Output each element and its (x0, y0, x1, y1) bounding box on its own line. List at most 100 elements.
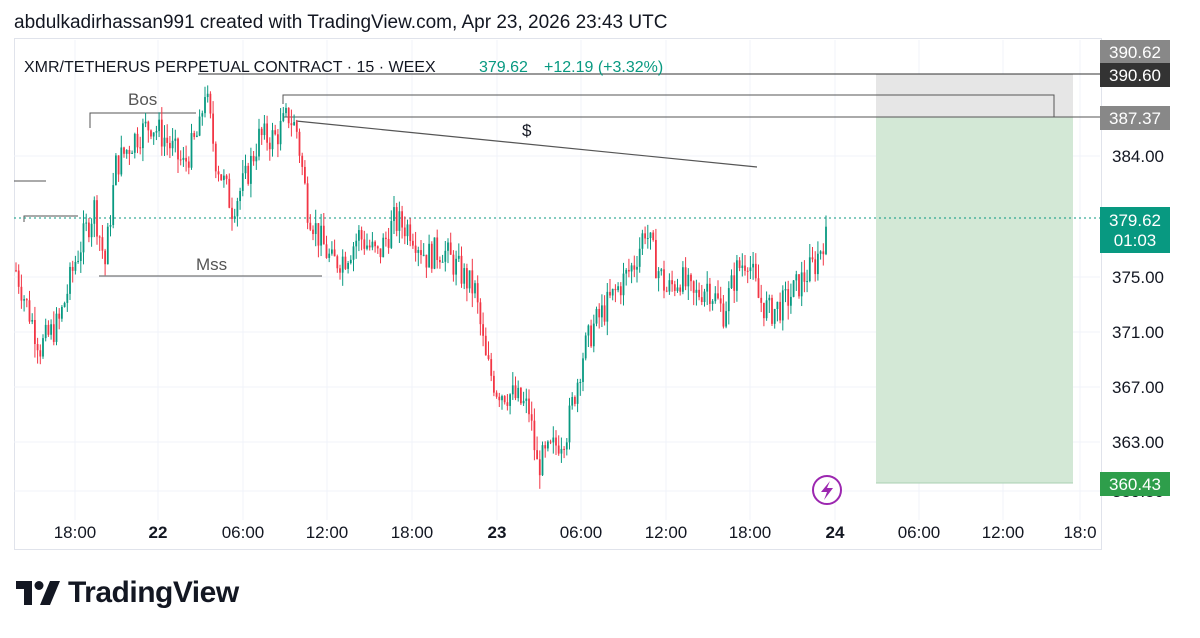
candle (128, 145, 131, 165)
candle (379, 248, 382, 264)
candle (339, 264, 341, 280)
candle (390, 210, 393, 250)
candle (757, 264, 760, 299)
candle (241, 160, 244, 197)
candle (17, 264, 20, 294)
candle (676, 278, 679, 293)
candle (258, 118, 260, 161)
candle (784, 281, 787, 303)
candle (606, 283, 609, 336)
candle (414, 231, 417, 262)
flash-icon[interactable] (812, 475, 842, 505)
candle (808, 243, 811, 283)
brand-name: TradingView (68, 576, 239, 609)
candle (579, 378, 582, 396)
candle (476, 275, 479, 314)
candle (155, 125, 158, 141)
candle (36, 337, 39, 364)
candle (88, 218, 90, 243)
y-tick-label: 371.00 (1112, 323, 1164, 342)
candle (511, 372, 514, 400)
candle (749, 255, 752, 280)
candle (333, 239, 336, 257)
candle (412, 233, 414, 249)
candle (409, 218, 412, 247)
candle (522, 391, 525, 407)
candle (790, 283, 792, 314)
candle (85, 213, 88, 232)
candle (741, 253, 744, 277)
candle (93, 196, 96, 238)
candle (598, 303, 601, 329)
candle (112, 172, 115, 229)
candle (584, 332, 587, 361)
candle (746, 267, 749, 284)
candle (547, 440, 549, 452)
candle (42, 334, 44, 359)
candle (104, 248, 106, 276)
candle (255, 143, 258, 170)
candle (306, 176, 309, 230)
x-tick-label: 06:00 (560, 523, 603, 542)
candle (822, 243, 825, 266)
candle (752, 251, 754, 280)
candle (147, 120, 150, 143)
candle (347, 260, 349, 274)
candle (430, 241, 433, 273)
tradingview-logo[interactable]: TradingView (16, 576, 239, 610)
candle (201, 110, 204, 126)
candle (320, 213, 322, 257)
price-tag-entry: 390.60 (1100, 63, 1170, 87)
candle (781, 285, 784, 331)
candle (61, 305, 63, 322)
candle (474, 280, 476, 299)
candle (657, 267, 660, 292)
candle (268, 137, 271, 161)
candle (317, 223, 320, 258)
candle (457, 243, 460, 263)
candle (644, 226, 646, 245)
candle (196, 131, 198, 138)
candle (517, 380, 520, 402)
dollar-trend-line (295, 120, 758, 168)
candle (304, 160, 306, 185)
candle (63, 301, 66, 308)
candle (436, 229, 439, 269)
bos-line (89, 112, 196, 128)
candle (66, 284, 69, 312)
candle (231, 197, 233, 231)
candle (25, 298, 28, 308)
price-chart[interactable]: Bos Mss $ XMR/TETHERUS PERPETUAL CONTRAC… (0, 0, 1200, 560)
candle (309, 214, 312, 232)
candle (293, 114, 295, 126)
bos-label: Bos (128, 90, 157, 109)
candle (52, 311, 55, 346)
candle (798, 274, 800, 299)
candle (312, 225, 314, 241)
candle (806, 269, 808, 293)
candle (331, 241, 333, 256)
candle (101, 224, 104, 259)
candle (385, 231, 387, 247)
candle (487, 341, 490, 361)
candle (371, 232, 374, 251)
candle (779, 292, 781, 324)
candle (544, 441, 547, 458)
candle (344, 251, 347, 271)
svg-text:379.62: 379.62 (1109, 211, 1161, 230)
candle (133, 132, 136, 159)
candle (266, 115, 268, 151)
candle (590, 319, 592, 348)
x-tick-label: 22 (149, 523, 168, 542)
candle (514, 376, 517, 401)
candle (565, 438, 568, 456)
chart-grid (14, 40, 1100, 520)
candle (34, 306, 36, 358)
candle (595, 306, 598, 327)
candle (787, 280, 790, 320)
candles (15, 85, 827, 489)
legend-symbol[interactable]: XMR/TETHERUS PERPETUAL CONTRACT · 15 · W… (24, 59, 436, 76)
candle (574, 395, 576, 407)
candle (795, 270, 798, 291)
candle (638, 237, 641, 273)
